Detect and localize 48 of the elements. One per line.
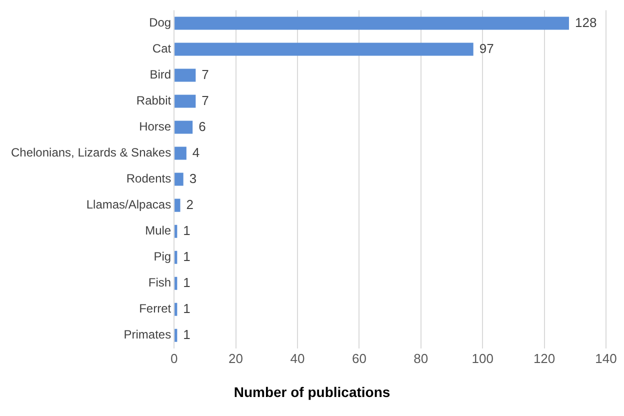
data-label: 1 xyxy=(183,222,190,238)
x-tick-label: 80 xyxy=(414,350,428,366)
y-tick-label: Fish xyxy=(148,276,172,290)
data-label: 97 xyxy=(479,40,494,56)
x-tick-label: 140 xyxy=(595,350,617,366)
y-tick-label: Rodents xyxy=(126,172,172,186)
bar xyxy=(174,120,193,134)
x-tick-label: 0 xyxy=(170,350,178,366)
y-tick-label: Primates xyxy=(124,328,172,342)
bar xyxy=(174,172,184,186)
y-tick-label: Chelonians, Lizards & Snakes xyxy=(10,146,172,160)
x-tick-label: 40 xyxy=(290,350,305,366)
data-label: 1 xyxy=(183,248,190,264)
bar xyxy=(174,250,178,264)
bar xyxy=(174,146,186,160)
data-label: 4 xyxy=(192,144,200,160)
y-tick-label: Horse xyxy=(139,120,172,134)
x-tick-label: 20 xyxy=(228,350,244,366)
y-tick-label: Llamas/Alpacas xyxy=(86,198,172,212)
bar xyxy=(174,224,178,238)
data-label: 1 xyxy=(183,326,190,342)
bar xyxy=(174,16,569,30)
x-axis-title: Number of publications xyxy=(232,384,392,400)
bar xyxy=(174,302,178,316)
bar xyxy=(174,94,196,108)
y-tick-label: Ferret xyxy=(139,302,172,316)
x-tick-label: 120 xyxy=(533,350,556,366)
x-tick-label: 100 xyxy=(472,350,494,366)
bar xyxy=(174,42,474,56)
bar xyxy=(174,198,180,212)
data-label: 128 xyxy=(574,14,597,30)
data-label: 3 xyxy=(189,170,197,186)
y-tick-label: Dog xyxy=(149,16,172,30)
y-tick-label: Cat xyxy=(152,42,172,56)
bar xyxy=(174,276,178,290)
y-tick-label: Mule xyxy=(145,224,172,238)
data-label: 1 xyxy=(183,300,190,316)
data-label: 2 xyxy=(186,196,194,212)
data-label: 6 xyxy=(198,118,206,134)
y-tick-label: Rabbit xyxy=(136,94,172,108)
data-label: 7 xyxy=(202,92,209,108)
y-tick-label: Pig xyxy=(154,250,172,264)
data-label: 1 xyxy=(183,274,190,290)
data-label: 7 xyxy=(202,66,209,82)
bar xyxy=(174,68,196,82)
y-tick-label: Bird xyxy=(150,68,172,82)
x-tick-label: 60 xyxy=(352,350,366,366)
bar xyxy=(174,328,178,342)
